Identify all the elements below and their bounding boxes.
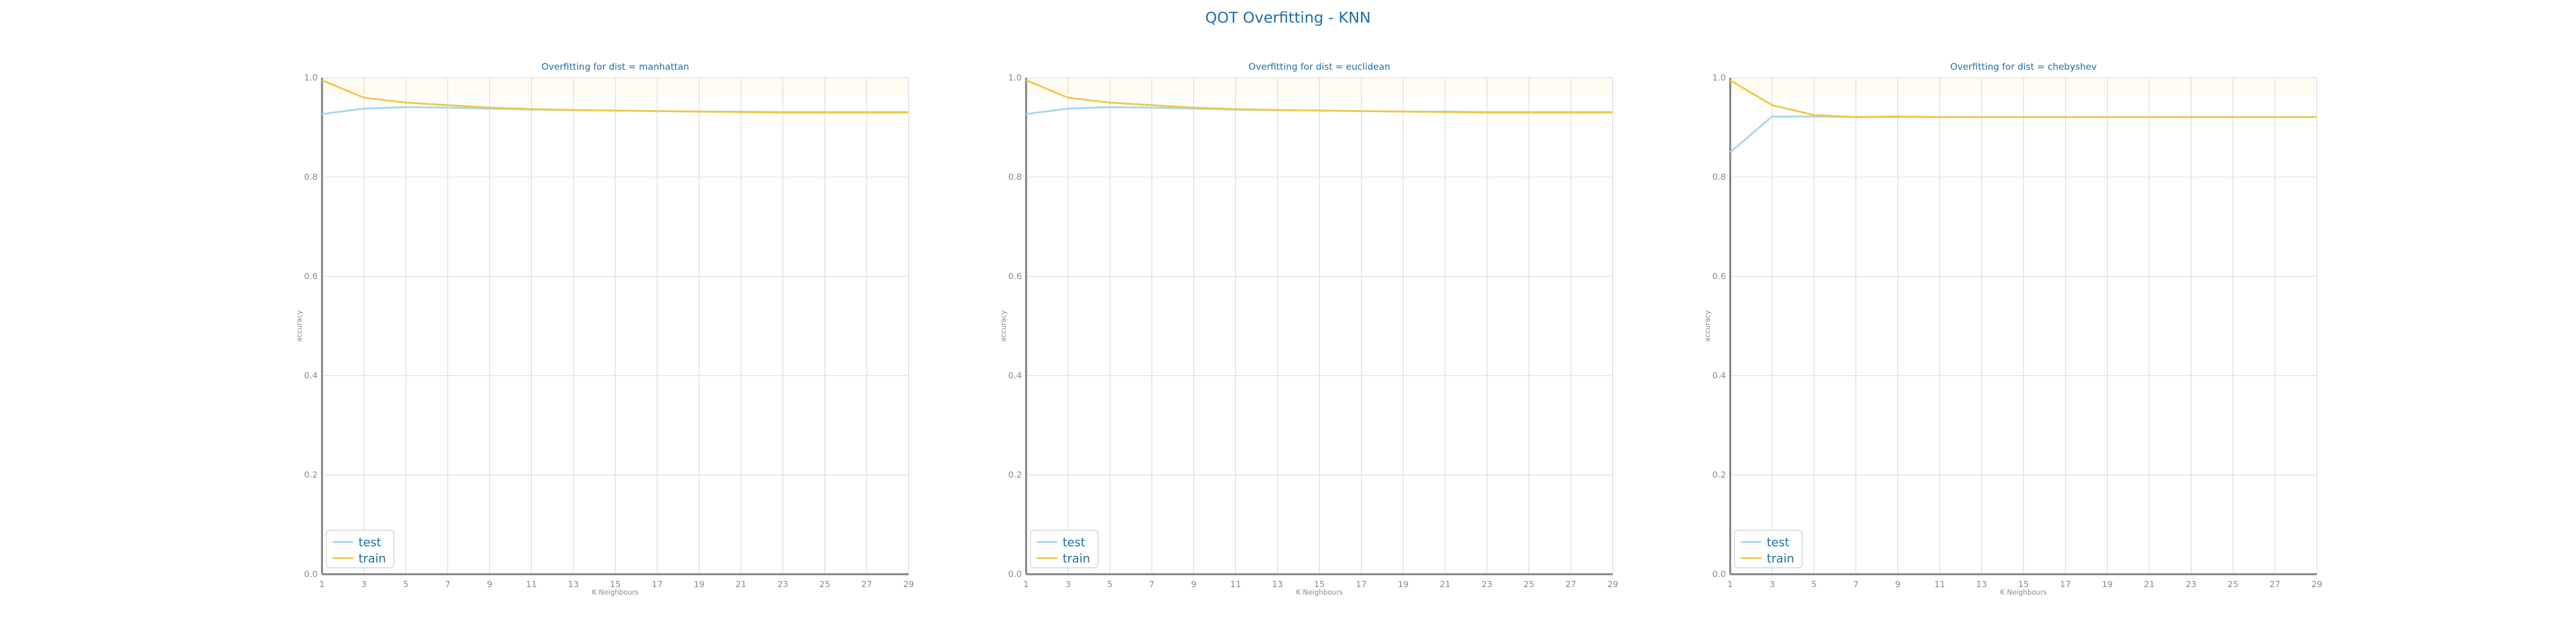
y-tick-label: 0.4	[1008, 370, 1022, 380]
x-tick-label: 7	[1149, 579, 1154, 589]
x-tick-label: 25	[2228, 579, 2238, 589]
y-tick-label: 1.0	[1713, 72, 1726, 83]
x-tick-label: 9	[1191, 579, 1196, 589]
x-tick-label: 27	[1565, 579, 1576, 589]
x-tick-label: 1	[1728, 579, 1733, 589]
y-tick-label: 0.0	[1008, 569, 1022, 579]
x-tick-label: 11	[526, 579, 537, 589]
legend: test train	[1030, 530, 1099, 568]
y-tick-label: 0.4	[304, 370, 318, 380]
x-tick-label: 3	[1065, 579, 1071, 589]
x-tick-label: 29	[1607, 579, 1618, 589]
y-axis-label: accuracy	[296, 310, 304, 342]
x-tick-label: 13	[1272, 579, 1283, 589]
y-axis-label: accuracy	[1000, 310, 1008, 342]
y-tick-label: 1.0	[1008, 72, 1022, 83]
y-tick-label: 0.6	[304, 271, 318, 281]
chart-panel-1: 1 3 5 7 9 11 13 15 17 19 21 23 25 27 290.00.20.40.60.8…	[296, 62, 914, 597]
y-tick-label: 0.4	[1713, 370, 1726, 380]
x-tick-label: 15	[610, 579, 620, 589]
x-tick-label: 1	[1023, 579, 1029, 589]
x-tick-label: 17	[1356, 579, 1366, 589]
legend-label-train: train	[1767, 552, 1794, 566]
x-tick-label: 3	[361, 579, 367, 589]
x-axis-label: K Neighbours	[1296, 589, 1343, 597]
y-tick-label: 0.8	[304, 172, 318, 182]
x-tick-label: 13	[1976, 579, 1987, 589]
x-tick-label: 21	[2144, 579, 2155, 589]
x-tick-label: 3	[1769, 579, 1775, 589]
x-tick-label: 17	[652, 579, 662, 589]
x-tick-label: 27	[2270, 579, 2280, 589]
figure-title: QOT Overfitting - KNN	[1205, 9, 1371, 26]
x-tick-label: 27	[861, 579, 872, 589]
y-tick-label: 0.6	[1008, 271, 1022, 281]
x-tick-label: 15	[2018, 579, 2029, 589]
x-tick-label: 25	[1524, 579, 1534, 589]
x-tick-label: 5	[1811, 579, 1817, 589]
y-tick-label: 1.0	[304, 72, 318, 83]
x-tick-label: 19	[2102, 579, 2112, 589]
x-tick-label: 23	[1482, 579, 1492, 589]
legend-label-test: test	[1063, 536, 1086, 550]
chart-title: Overfitting for dist = manhattan	[541, 62, 689, 72]
x-tick-label: 21	[736, 579, 747, 589]
series-line-train	[1730, 79, 2317, 118]
x-tick-label: 25	[819, 579, 830, 589]
y-tick-label: 0.8	[1713, 172, 1726, 182]
x-tick-label: 11	[1230, 579, 1241, 589]
y-tick-label: 0.2	[1008, 470, 1022, 480]
y-tick-label: 0.0	[304, 569, 318, 579]
x-tick-label: 29	[903, 579, 914, 589]
x-tick-label: 23	[778, 579, 788, 589]
x-tick-label: 7	[445, 579, 450, 589]
chart-title: Overfitting for dist = euclidean	[1249, 62, 1391, 72]
x-tick-label: 19	[693, 579, 704, 589]
x-tick-label: 5	[403, 579, 408, 589]
x-tick-label: 1	[319, 579, 325, 589]
x-axis-label: K Neighbours	[592, 589, 639, 597]
y-tick-label: 0.6	[1713, 271, 1726, 281]
y-tick-label: 0.2	[1713, 470, 1726, 480]
legend: test train	[1734, 530, 1803, 568]
chart-panel-3: 1 3 5 7 9 11 13 15 17 19 21 23 25 27 290.00.20.40.60.8…	[1704, 62, 2322, 597]
x-tick-label: 23	[2186, 579, 2197, 589]
x-tick-label: 11	[1934, 579, 1945, 589]
legend: test train	[326, 530, 394, 568]
legend-label-train: train	[358, 552, 386, 566]
y-tick-label: 0.0	[1713, 569, 1726, 579]
x-tick-label: 19	[1397, 579, 1408, 589]
x-tick-label: 15	[1314, 579, 1324, 589]
chart-title: Overfitting for dist = chebyshev	[1950, 62, 2097, 72]
series-line-train	[1026, 79, 1613, 114]
x-tick-label: 9	[487, 579, 492, 589]
x-tick-label: 21	[1440, 579, 1451, 589]
x-tick-label: 7	[1853, 579, 1858, 589]
y-tick-label: 0.8	[1008, 172, 1022, 182]
chart-panel-2: 1 3 5 7 9 11 13 15 17 19 21 23 25 27 290.00.20.40.60.8…	[1000, 62, 1618, 597]
chart-panels: 1 3 5 7 9 11 13 15 17 19 21 23 25 27 290.00.20.40.60.8…	[296, 62, 2322, 597]
legend-label-test: test	[1767, 536, 1790, 550]
legend-label-test: test	[358, 536, 382, 550]
y-axis-label: accuracy	[1704, 310, 1712, 342]
series-line-train	[321, 79, 909, 114]
x-tick-label: 13	[568, 579, 579, 589]
x-tick-label: 5	[1107, 579, 1113, 589]
x-tick-label: 9	[1895, 579, 1900, 589]
legend-label-train: train	[1063, 552, 1090, 566]
y-tick-label: 0.2	[304, 470, 318, 480]
x-axis-label: K Neighbours	[2000, 589, 2047, 597]
x-tick-label: 29	[2311, 579, 2322, 589]
x-tick-label: 17	[2060, 579, 2070, 589]
